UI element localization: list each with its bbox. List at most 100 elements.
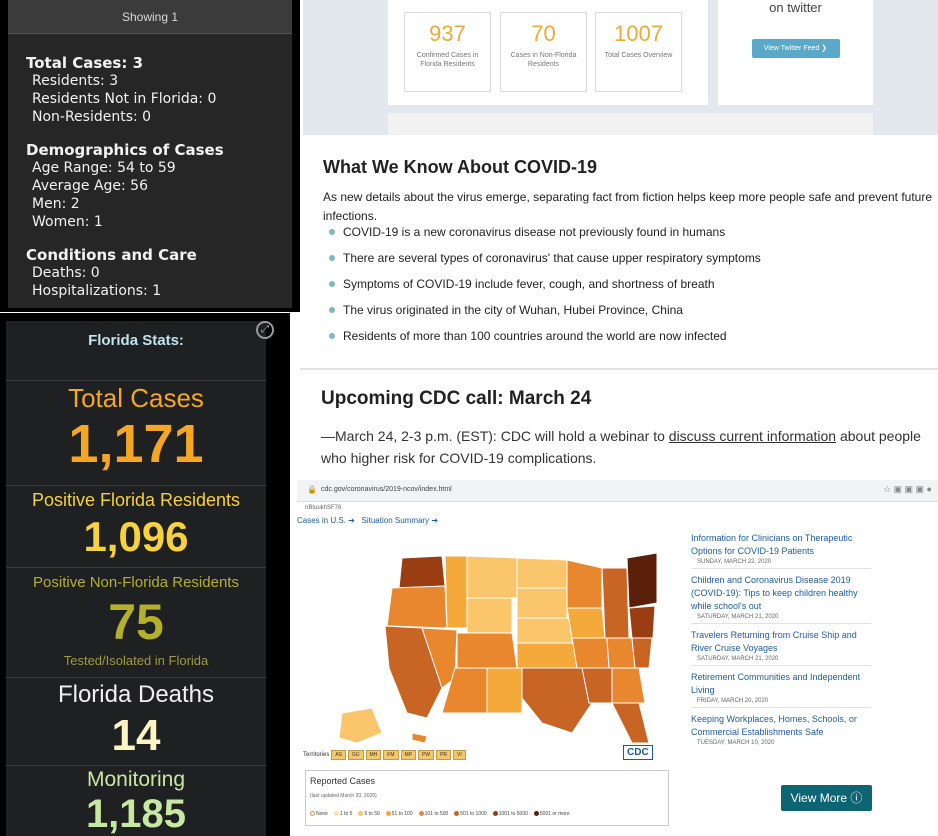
map-state[interactable] — [516, 617, 573, 644]
positive-residents-title: Positive Florida Residents — [31, 490, 241, 510]
list-item[interactable]: Retirement Communities and Independent L… — [691, 671, 871, 708]
legend-title: Reported Cases — [310, 776, 376, 786]
positive-nonresidents-title: Positive Non-Florida Residents — [33, 574, 239, 591]
legend-swatch — [310, 811, 315, 817]
map-state[interactable] — [386, 585, 448, 629]
map-state[interactable] — [611, 702, 650, 744]
age-range: Age Range: 54 to 59 — [32, 160, 176, 176]
legend-swatch — [358, 811, 364, 817]
deaths-count: Deaths: 0 — [32, 265, 100, 281]
card-number: 1007 — [614, 21, 663, 46]
map-state[interactable] — [571, 637, 610, 669]
discuss-current-info-link[interactable]: discuss current information — [668, 428, 837, 444]
cdc-call-text: —March 24, 2-3 p.m. (EST): CDC will hold… — [321, 428, 669, 444]
map-state[interactable] — [628, 605, 656, 639]
map-state[interactable] — [466, 555, 518, 599]
list-item[interactable]: Travelers Returning from Cruise Ship and… — [691, 629, 871, 666]
total-cases-value: 1,171 — [68, 414, 204, 474]
url-text[interactable]: cdc.gov/coronavirus/2019-ncov/index.html — [321, 486, 452, 493]
map-state[interactable] — [606, 637, 636, 669]
bookmark-item[interactable]: nBtuukhSF76 — [305, 505, 342, 511]
territory-chip[interactable]: PR — [436, 750, 452, 760]
news-title-link[interactable]: Information for Clinicians on Therapeuti… — [691, 533, 853, 556]
legend-swatch — [492, 811, 498, 817]
legend-label: 101 to 500 — [424, 811, 449, 817]
cdc-website: 🔒 cdc.gov/coronavirus/2019-ncov/index.ht… — [297, 480, 938, 836]
news-title-link[interactable]: Children and Coronavirus Disease 2019 (C… — [691, 575, 858, 611]
map-state[interactable] — [466, 597, 513, 634]
view-twitter-feed-button[interactable]: View Twitter Feed ❯ — [751, 39, 840, 58]
twitter-panel: on twitter View Twitter Feed ❯ — [718, 0, 873, 105]
list-item: There are several types of coronavirus' … — [329, 251, 761, 277]
men-count: Men: 2 — [32, 196, 80, 212]
territory-chip[interactable]: PW — [418, 750, 435, 760]
territory-chip[interactable]: MH — [365, 750, 382, 760]
map-state[interactable] — [398, 555, 446, 589]
territory-chip[interactable]: AS — [331, 750, 347, 760]
map-state[interactable] — [631, 637, 653, 669]
residents-not-fl-count: Residents Not in Florida: 0 — [32, 91, 217, 107]
legend-item: 1 to 5 — [333, 811, 353, 817]
expand-icon[interactable]: ⤢ — [256, 321, 274, 339]
cdc-call-text-end: about people who higher risk for COVID-1… — [321, 428, 921, 466]
map-state[interactable] — [456, 632, 518, 669]
legend-swatch — [454, 811, 460, 817]
situation-summary-link[interactable]: Situation Summary — [361, 516, 430, 525]
view-more-button[interactable]: View More ⓘ — [781, 785, 872, 811]
legend-label: 1 to 5 — [339, 811, 353, 817]
territory-chip[interactable]: VI — [453, 750, 466, 760]
list-item[interactable]: Information for Clinicians on Therapeuti… — [691, 532, 871, 569]
non-florida-cases-card: 70 Cases in Non-Florida Residents — [500, 12, 587, 92]
map-state[interactable] — [444, 555, 468, 629]
map-state[interactable] — [411, 732, 428, 744]
county-panel-body: CASE DATA FOR CHARLOTTE Total Cases: 3 R… — [8, 0, 292, 308]
card-label: Total Cases Overview — [604, 52, 673, 59]
florida-stats-panel: Florida Stats: Total Cases 1,171 Positiv… — [0, 313, 290, 836]
map-state[interactable] — [611, 667, 646, 704]
card-label: Cases in Non-Florida Residents — [510, 52, 577, 68]
territory-chip[interactable]: MP — [400, 750, 417, 760]
list-item: COVID-19 is a new coronavirus disease no… — [329, 225, 761, 251]
legend-subtitle: (last updated March 20, 2020) — [310, 793, 377, 799]
map-state[interactable] — [486, 667, 523, 714]
total-cases-title: Total Cases — [68, 383, 204, 413]
news-title-link[interactable]: Travelers Returning from Cruise Ship and… — [691, 630, 857, 653]
legend-item: 51 to 100 — [385, 811, 413, 817]
florida-deaths-value: 14 — [111, 711, 161, 760]
territory-chip[interactable]: GU — [348, 750, 364, 760]
legend-swatch — [533, 811, 539, 817]
list-item[interactable]: Children and Coronavirus Disease 2019 (C… — [691, 574, 871, 624]
arrow-circle-icon: ➔ — [348, 516, 355, 525]
map-state[interactable] — [516, 557, 568, 589]
upcoming-cdc-call-section: Upcoming CDC call: March 24 —March 24, 2… — [300, 368, 938, 478]
us-cases-map[interactable] — [327, 528, 657, 748]
map-state[interactable] — [521, 667, 593, 734]
map-state[interactable] — [516, 642, 578, 669]
card-number: 937 — [429, 21, 466, 46]
territory-chip[interactable]: FM — [383, 750, 399, 760]
map-state[interactable] — [626, 552, 657, 609]
positive-nonresidents-block: Positive Non-Florida Residents 75 Tested… — [6, 568, 266, 678]
what-we-know-intro: As new details about the virus emerge, s… — [323, 190, 933, 223]
browser-address-bar[interactable]: 🔒 cdc.gov/coronavirus/2019-ncov/index.ht… — [297, 480, 938, 502]
map-state[interactable] — [338, 707, 383, 744]
map-state[interactable] — [516, 587, 568, 619]
list-item[interactable]: Keeping Workplaces, Homes, Schools, or C… — [691, 713, 871, 749]
territories-label: Territories — [303, 752, 330, 758]
news-title-link[interactable]: Keeping Workplaces, Homes, Schools, or C… — [691, 714, 857, 737]
news-title-link[interactable]: Retirement Communities and Independent L… — [691, 672, 861, 695]
tested-isolated-note: Tested/Isolated in Florida — [63, 653, 209, 668]
what-we-know-section: What We Know About COVID-19 As new detai… — [307, 137, 938, 366]
card-number: 70 — [531, 21, 556, 46]
non-residents-count: Non-Residents: 0 — [32, 109, 152, 125]
cases-in-us-link[interactable]: Cases in U.S. — [297, 516, 346, 525]
florida-deaths-block: Florida Deaths 14 — [6, 678, 266, 766]
reported-cases-legend: Reported Cases (last updated March 20, 2… — [305, 770, 669, 826]
monitoring-title: Monitoring — [86, 768, 186, 791]
map-state[interactable] — [566, 607, 606, 639]
map-state[interactable] — [566, 559, 603, 609]
map-state[interactable] — [601, 567, 630, 639]
news-date: SATURDAY, MARCH 21, 2020 — [697, 656, 779, 662]
browser-toolbar-icons[interactable]: ☆ ▣ ▣ ▣ ● — [882, 484, 932, 494]
news-list: Information for Clinicians on Therapeuti… — [691, 532, 871, 754]
